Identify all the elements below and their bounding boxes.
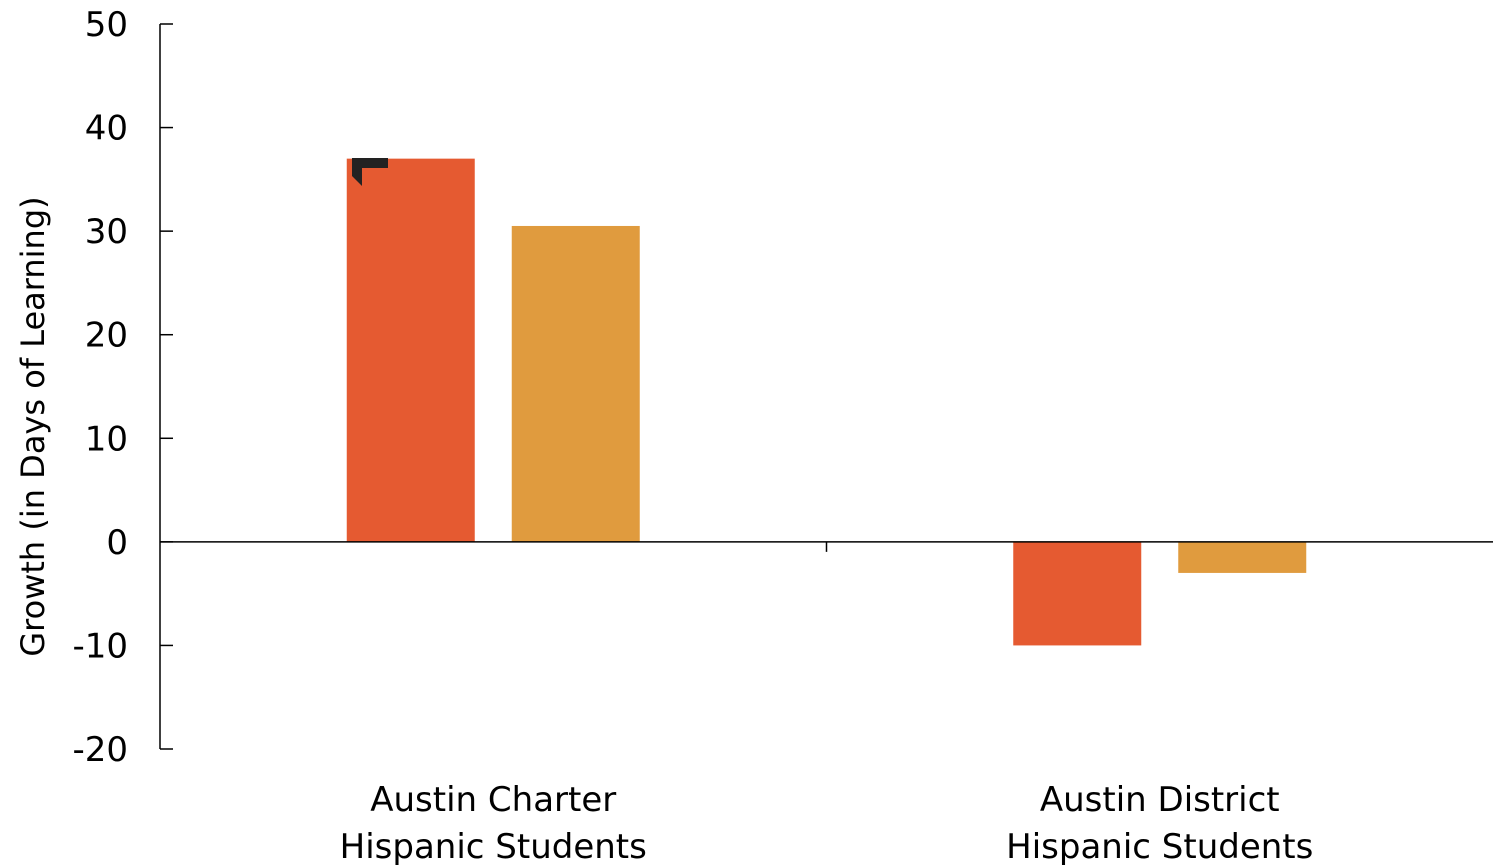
category-label-line: Austin District bbox=[1040, 780, 1280, 820]
category-labels-group: Austin Charter Hispanic Students Austin Di… bbox=[340, 780, 1314, 865]
category-label-line: Hispanic Students bbox=[340, 827, 647, 865]
y-tick-label: 40 bbox=[85, 109, 128, 149]
y-tick-label: 10 bbox=[85, 419, 128, 459]
y-tick-label: 30 bbox=[85, 212, 128, 252]
bar-cat1-series0 bbox=[1013, 541, 1142, 646]
category-label-line: Hispanic Students bbox=[1006, 827, 1313, 865]
y-tick-label: 50 bbox=[85, 5, 128, 45]
y-axis-title: Growth (in Days of Learning) bbox=[14, 196, 52, 656]
axes-group bbox=[159, 24, 1493, 749]
bars-group bbox=[346, 158, 1307, 646]
y-tick-label: -20 bbox=[72, 730, 128, 770]
y-tick-label: 20 bbox=[85, 316, 128, 356]
y-tick-label: 0 bbox=[106, 523, 128, 563]
bar-cat0-series1 bbox=[511, 225, 640, 542]
y-tick-label: -10 bbox=[72, 626, 128, 666]
y-ticks-group: 50 40 30 20 10 0 -10 -20 bbox=[72, 5, 173, 770]
category-label-line: Austin Charter bbox=[370, 780, 616, 820]
corner-marker-icon bbox=[352, 158, 388, 186]
bar-cat1-series1 bbox=[1178, 541, 1307, 573]
bar-cat0-series0 bbox=[346, 158, 475, 542]
